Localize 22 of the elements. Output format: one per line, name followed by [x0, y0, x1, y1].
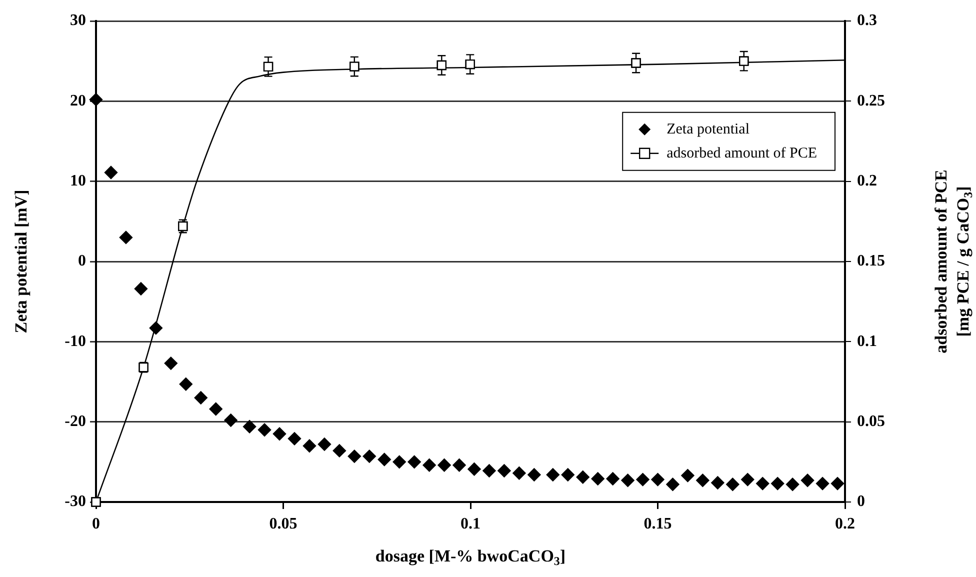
y-tick-label: 30 — [70, 12, 86, 30]
legend-label: adsorbed amount of PCE — [666, 145, 818, 162]
x-tick-label: 0.15 — [644, 516, 672, 533]
y2-tick-label: 0.25 — [857, 92, 885, 110]
x-tick-label: 0.1 — [460, 516, 480, 533]
y-tick-label: -30 — [64, 493, 86, 510]
y2-tick-label: 0.1 — [857, 332, 877, 350]
x-tick-label: 0.05 — [269, 516, 298, 533]
y-tick-label: 20 — [70, 92, 86, 110]
y2-tick-label: 0.15 — [857, 252, 885, 270]
y-tick-label: 0 — [78, 252, 86, 270]
y2-tick-label: 0.05 — [857, 412, 885, 430]
y-tick-label: 10 — [70, 172, 86, 190]
legend-label: Zeta potential — [666, 121, 750, 138]
y2-tick-label: 0.2 — [857, 172, 877, 190]
y2-tick-label: 0 — [857, 493, 865, 510]
y-tick-label: -20 — [64, 412, 86, 430]
x-tick-label: 0.2 — [835, 516, 855, 533]
y-axis-title: Zeta potential [mV] — [11, 190, 30, 334]
x-tick-label: 0 — [92, 516, 100, 533]
y2-tick-label: 0.3 — [857, 12, 877, 30]
y-tick-label: -10 — [64, 332, 86, 350]
